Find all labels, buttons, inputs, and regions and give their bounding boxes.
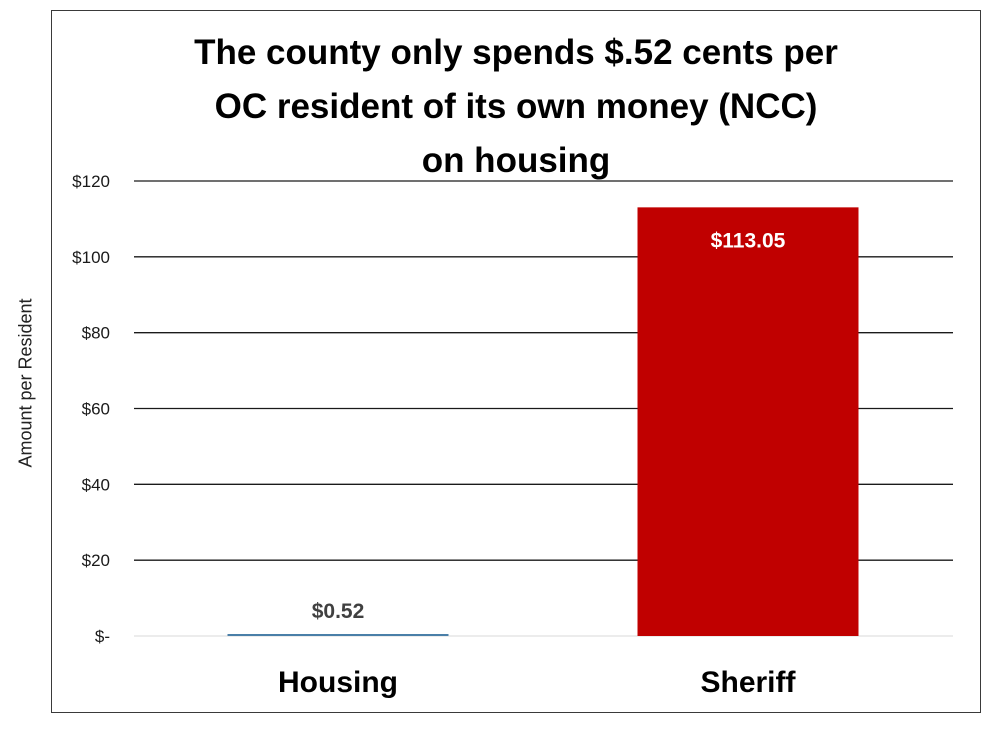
bar-sheriff [637, 207, 859, 636]
x-category-label-housing: Housing [278, 666, 398, 699]
chart-title-line-3: on housing [421, 141, 611, 180]
chart-title-line-1: The county only spends $.52 cents per [194, 33, 838, 72]
y-tick-label-0: $- [95, 627, 110, 646]
bar-housing [227, 634, 449, 636]
y-tick-label-20: $20 [82, 551, 110, 570]
data-label-sheriff: $113.05 [711, 229, 786, 252]
y-tick-label-80: $80 [82, 324, 110, 343]
y-tick-label-40: $40 [82, 475, 110, 494]
chart-title-line-2: OC resident of its own money (NCC) [214, 87, 818, 126]
data-label-housing: $0.52 [312, 600, 365, 623]
chart-title: The county only spends $.52 cents per OC… [51, 26, 981, 188]
y-tick-label-60: $60 [82, 400, 110, 419]
y-tick-label-100: $100 [72, 248, 110, 267]
y-tick-label-120: $120 [72, 172, 110, 191]
x-category-label-sheriff: Sheriff [700, 666, 796, 699]
